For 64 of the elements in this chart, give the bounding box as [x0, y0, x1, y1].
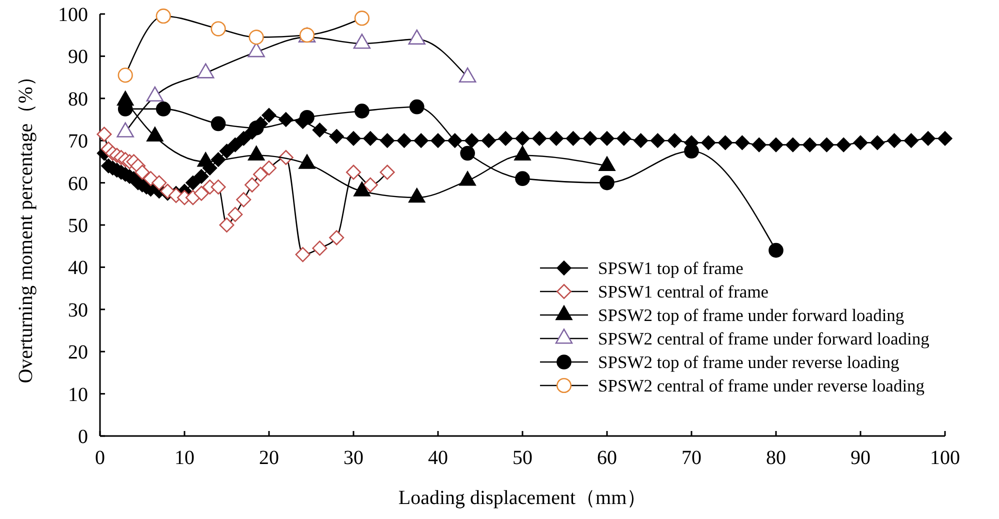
- point: [156, 102, 171, 116]
- x-tick-label: 0: [95, 447, 105, 469]
- legend-label: SPSW2 central of frame under forward loading: [598, 328, 930, 349]
- x-tick-label: 100: [930, 447, 960, 469]
- x-tick-label: 50: [512, 447, 532, 469]
- legend-label: SPSW2 top of frame under reverse loading: [598, 352, 900, 372]
- point: [295, 247, 310, 262]
- point: [210, 21, 226, 36]
- point: [261, 160, 277, 176]
- point: [143, 171, 158, 186]
- point: [96, 126, 112, 142]
- x-tick-label: 20: [259, 447, 279, 469]
- point: [312, 240, 328, 256]
- x-tick-label: 30: [344, 447, 364, 469]
- point: [346, 164, 362, 180]
- y-axis-title: Overturning moment percentage（%）: [15, 66, 37, 384]
- point: [300, 110, 314, 125]
- y-tick-label: 60: [68, 172, 88, 195]
- point: [219, 217, 234, 233]
- point: [244, 177, 260, 192]
- point: [768, 242, 784, 258]
- x-tick-label: 60: [597, 447, 617, 469]
- point: [253, 166, 268, 182]
- point: [409, 99, 424, 114]
- point: [156, 8, 171, 24]
- point: [248, 120, 264, 136]
- point: [380, 164, 395, 180]
- point: [118, 68, 133, 83]
- point: [329, 230, 344, 246]
- x-tick-label: 90: [850, 447, 870, 469]
- point: [210, 180, 226, 195]
- y-tick-label: 0: [78, 426, 88, 448]
- point: [152, 175, 167, 190]
- y-tick-label: 30: [68, 299, 88, 322]
- x-tick-label: 70: [682, 447, 702, 469]
- legend-label: SPSW2 top of frame under forward loading: [598, 305, 904, 326]
- point: [354, 10, 370, 26]
- x-tick-label: 10: [174, 447, 194, 469]
- y-tick-label: 70: [68, 130, 88, 153]
- x-tick-label: 80: [766, 447, 786, 469]
- point: [460, 146, 475, 161]
- point: [600, 175, 614, 190]
- y-tick-label: 10: [68, 384, 88, 406]
- point: [362, 177, 378, 192]
- y-tick-label: 20: [68, 342, 88, 364]
- point: [684, 144, 699, 159]
- point: [134, 164, 150, 180]
- point: [354, 104, 370, 118]
- y-tick-label: 90: [68, 46, 88, 68]
- x-axis-title: Loading displacement（mm）: [398, 487, 647, 509]
- legend-label: SPSW1 central of frame: [598, 282, 769, 302]
- y-tick-label: 80: [68, 88, 88, 110]
- x-tick-label: 40: [428, 447, 448, 469]
- point: [194, 186, 209, 201]
- point: [515, 171, 530, 186]
- point: [210, 116, 226, 132]
- legend-label: SPSW1 top of frame: [598, 258, 744, 278]
- legend-label: SPSW2 central of frame under reverse loading: [598, 376, 925, 396]
- point: [236, 192, 252, 208]
- y-tick-label: 50: [68, 215, 88, 237]
- point: [248, 30, 264, 45]
- y-tick-label: 100: [58, 4, 88, 26]
- point: [228, 206, 243, 222]
- y-tick-label: 40: [68, 257, 88, 280]
